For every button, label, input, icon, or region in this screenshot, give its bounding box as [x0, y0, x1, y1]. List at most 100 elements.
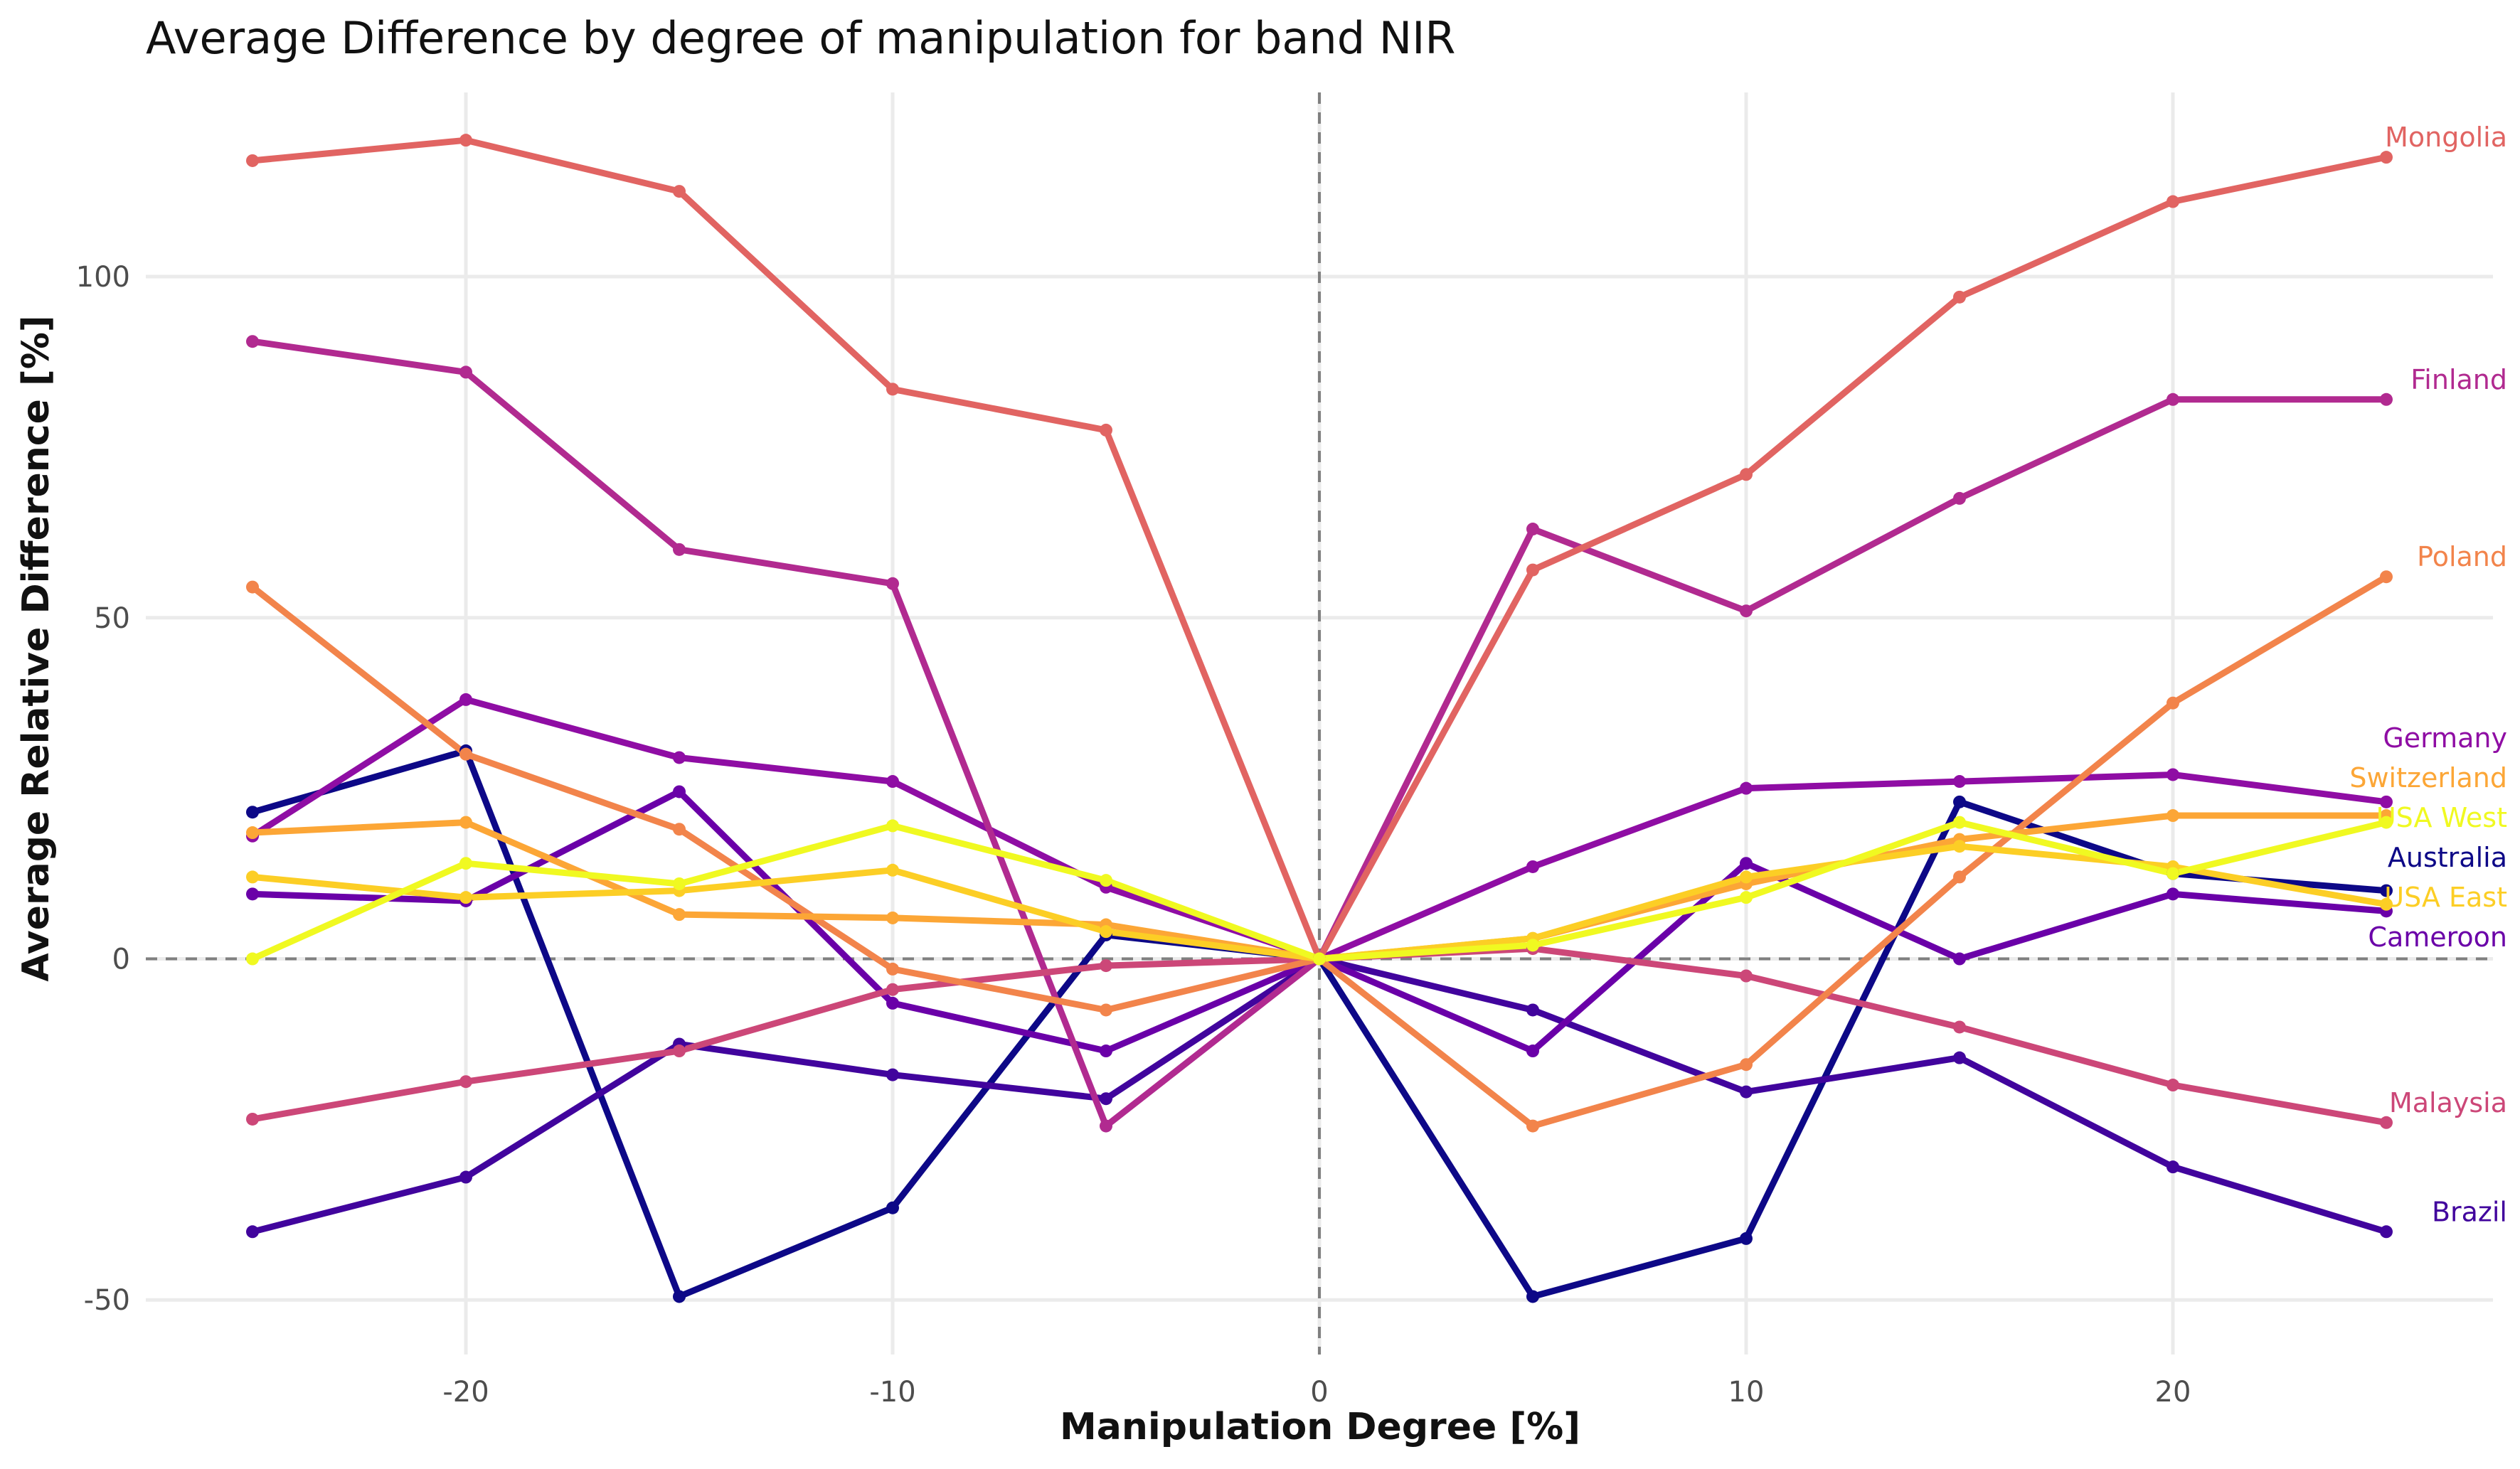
- data-point: [886, 1201, 899, 1214]
- data-point: [459, 891, 472, 904]
- data-point: [246, 1112, 259, 1126]
- data-point: [2380, 151, 2393, 164]
- data-point: [1953, 816, 1966, 829]
- data-point: [246, 952, 259, 966]
- data-point: [2380, 570, 2393, 584]
- data-point: [1100, 959, 1112, 973]
- data-point: [2380, 1225, 2393, 1239]
- data-point: [246, 870, 259, 884]
- data-point: [459, 1075, 472, 1089]
- x-tick-label: -10: [869, 1376, 915, 1409]
- data-point: [673, 1045, 686, 1058]
- data-point: [246, 806, 259, 819]
- data-point: [246, 1225, 259, 1239]
- data-point: [886, 775, 899, 789]
- data-point: [886, 383, 899, 396]
- data-point: [1526, 563, 1539, 577]
- data-point: [246, 887, 259, 901]
- data-point: [1740, 781, 1753, 795]
- data-point: [673, 185, 686, 198]
- data-point: [1100, 1119, 1112, 1133]
- data-point: [1740, 891, 1753, 904]
- data-point: [2380, 816, 2393, 829]
- data-point: [1740, 604, 1753, 618]
- data-point: [2167, 809, 2179, 823]
- data-point: [886, 911, 899, 924]
- data-point: [1100, 925, 1112, 939]
- data-point: [1526, 939, 1539, 952]
- data-point: [1526, 1045, 1539, 1058]
- data-point: [2167, 195, 2179, 208]
- data-point: [1953, 775, 1966, 789]
- data-point: [459, 134, 472, 147]
- data-point: [886, 1068, 899, 1081]
- data-point: [2167, 1160, 2179, 1174]
- data-point: [1740, 1085, 1753, 1099]
- data-point: [459, 1170, 472, 1184]
- data-point: [2167, 768, 2179, 781]
- data-point: [1953, 1020, 1966, 1034]
- data-point: [459, 857, 472, 870]
- data-point: [886, 577, 899, 590]
- data-point: [2380, 795, 2393, 808]
- data-point: [246, 335, 259, 348]
- data-point: [459, 693, 472, 706]
- series-label: Finland: [2410, 364, 2507, 395]
- data-point: [246, 580, 259, 594]
- data-point: [1526, 1003, 1539, 1017]
- series-points: [246, 134, 2393, 1303]
- data-point: [1526, 1290, 1539, 1303]
- data-point: [1953, 1051, 1966, 1064]
- y-tick-label: 100: [76, 261, 130, 294]
- data-point: [2380, 1116, 2393, 1129]
- data-point: [459, 365, 472, 379]
- data-point: [1740, 1058, 1753, 1072]
- data-point: [1953, 840, 1966, 853]
- data-point: [1100, 423, 1112, 437]
- data-point: [1100, 1092, 1112, 1106]
- data-point: [1740, 1232, 1753, 1245]
- data-point: [1526, 860, 1539, 873]
- x-tick-label: 10: [1728, 1376, 1765, 1409]
- data-point: [1740, 857, 1753, 870]
- data-point: [1953, 870, 1966, 884]
- data-point: [673, 1290, 686, 1303]
- series-labels: Mongolia Finland Poland Germany Switzerland U…: [2349, 122, 2507, 1227]
- data-point: [673, 543, 686, 556]
- x-tick-label: 20: [2155, 1376, 2191, 1409]
- data-point: [2167, 887, 2179, 901]
- data-point: [1953, 952, 1966, 966]
- data-point: [1526, 1119, 1539, 1133]
- data-point: [1313, 952, 1326, 966]
- x-tick-label: -20: [442, 1376, 489, 1409]
- y-tick-label: 50: [94, 602, 130, 635]
- series-label: Malaysia: [2389, 1087, 2507, 1118]
- data-point: [886, 996, 899, 1010]
- x-axis-title: Manipulation Degree [%]: [1060, 1406, 1580, 1448]
- data-point: [673, 877, 686, 890]
- data-point: [1740, 468, 1753, 481]
- series-label: USA West: [2376, 802, 2507, 833]
- data-point: [1740, 969, 1753, 983]
- series-label: Germany: [2383, 722, 2507, 754]
- data-point: [459, 816, 472, 829]
- data-point: [1100, 874, 1112, 887]
- reference-lines: [146, 92, 2493, 1355]
- data-point: [673, 908, 686, 922]
- data-point: [673, 823, 686, 836]
- data-point: [886, 819, 899, 833]
- y-tick-label: 0: [112, 944, 130, 976]
- data-point: [1100, 1045, 1112, 1058]
- data-point: [886, 863, 899, 877]
- series-label: Cameroon: [2368, 922, 2507, 953]
- data-point: [1100, 1003, 1112, 1017]
- data-point: [459, 747, 472, 761]
- data-point: [673, 785, 686, 798]
- y-tick-label: -50: [84, 1284, 130, 1317]
- data-point: [1740, 870, 1753, 884]
- data-point: [2167, 392, 2179, 406]
- data-point: [886, 983, 899, 996]
- data-point: [2380, 897, 2393, 911]
- series-label: Switzerland: [2349, 762, 2507, 794]
